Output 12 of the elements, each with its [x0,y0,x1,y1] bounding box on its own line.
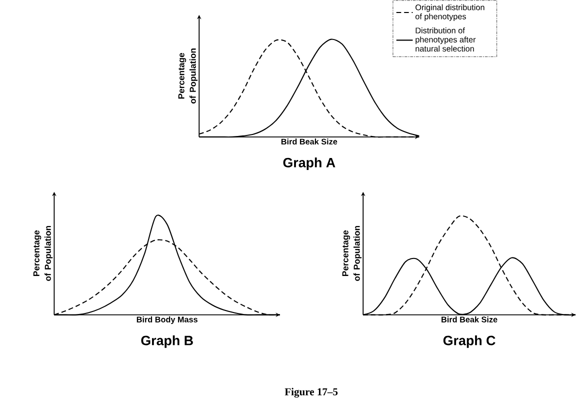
y-axis-title: Percentage of Population [33,226,53,281]
x-axis-title: Bird Beak Size [281,138,338,144]
legend-label: Distribution of phenotypes after natural selection [416,27,476,52]
y-axis-title: Percentage of Population [342,226,362,281]
y-axis-title: Percentage of Population [178,48,198,104]
legend-label: Original distribution of phenotypes [415,4,484,21]
x-axis-title: Bird Body Mass [136,316,198,324]
x-axis-title: Bird Beak Size [442,316,498,322]
text: Graph C [443,335,496,348]
text: Graph B [141,335,193,348]
text: Graph A [283,157,336,170]
caption: Figure 17–5 [284,388,338,398]
